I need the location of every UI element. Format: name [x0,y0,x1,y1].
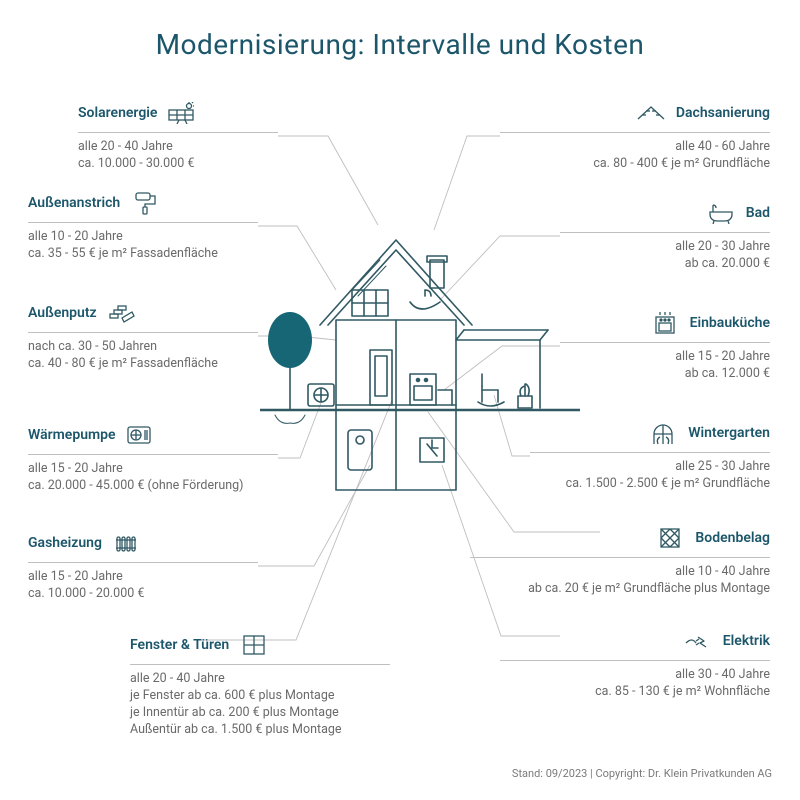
item-wintergarten: Wintergarten alle 25 - 30 Jahre ca. 1.50… [530,420,770,493]
conservatory-icon [648,420,678,446]
waermepumpe-label: Wärmepumpe [28,426,116,445]
solar-icon [167,100,197,126]
bodenbelag-label: Bodenbelag [695,529,770,548]
bath-icon [706,200,736,226]
item-aussenanstrich: Außenanstrich alle 10 - 20 Jahre ca. 35 … [28,190,258,263]
porch [456,330,548,408]
heatpump-icon [126,422,156,448]
wintergarten-label: Wintergarten [688,424,770,443]
item-dachsanierung: Dachsanierung alle 40 - 60 Jahre ca. 80 … [500,100,770,173]
item-waermepumpe: Wärmepumpe alle 15 - 20 Jahre ca. 20.000… [28,422,278,495]
solarenergie-label: Solarenergie [78,104,157,123]
kitchen-icon [650,310,680,336]
item-aussenputz: Außenputz nach ca. 30 - 50 Jahren ca. 40… [28,300,258,373]
item-gasheizung: Gasheizung alle 15 - 20 Jahre ca. 10.000… [28,530,258,603]
elektrik-label: Elektrik [723,632,770,651]
einbaukueche-label: Einbauküche [690,314,770,333]
floor-icon [655,525,685,551]
footer-text: Stand: 09/2023 | Copyright: Dr. Klein Pr… [512,767,772,780]
item-solarenergie: Solarenergie alle 20 - 40 Jahre ca. 10.0… [78,100,278,173]
trowel-icon [107,300,137,326]
dachsanierung-label: Dachsanierung [676,104,770,123]
roof-icon [636,100,666,126]
heatpump-unit [308,384,334,406]
roller-icon [130,190,160,216]
tree-icon [268,312,312,423]
item-einbaukueche: Einbauküche alle 15 - 20 Jahre ab ca. 12… [560,310,770,383]
aussenanstrich-label: Außenanstrich [28,194,120,213]
item-bodenbelag: Bodenbelag alle 10 - 40 Jahre ab ca. 20 … [470,525,770,598]
item-bad: Bad alle 20 - 30 Jahre ab ca. 20.000 € [560,200,770,273]
aussenputz-label: Außenputz [28,304,97,323]
window-icon [239,632,269,658]
gasheizung-label: Gasheizung [28,534,102,553]
item-fenster: Fenster & Türen alle 20 - 40 Jahre je Fe… [130,632,390,739]
infographic-container: Modernisierung: Intervalle und Kosten [0,0,800,800]
item-elektrik: Elektrik alle 30 - 40 Jahre ca. 85 - 130… [500,628,770,701]
kitchen-unit [410,374,452,405]
bad-label: Bad [746,204,770,223]
fenster-label: Fenster & Türen [130,636,229,655]
radiator-icon [112,530,142,556]
electric-icon [683,628,713,654]
